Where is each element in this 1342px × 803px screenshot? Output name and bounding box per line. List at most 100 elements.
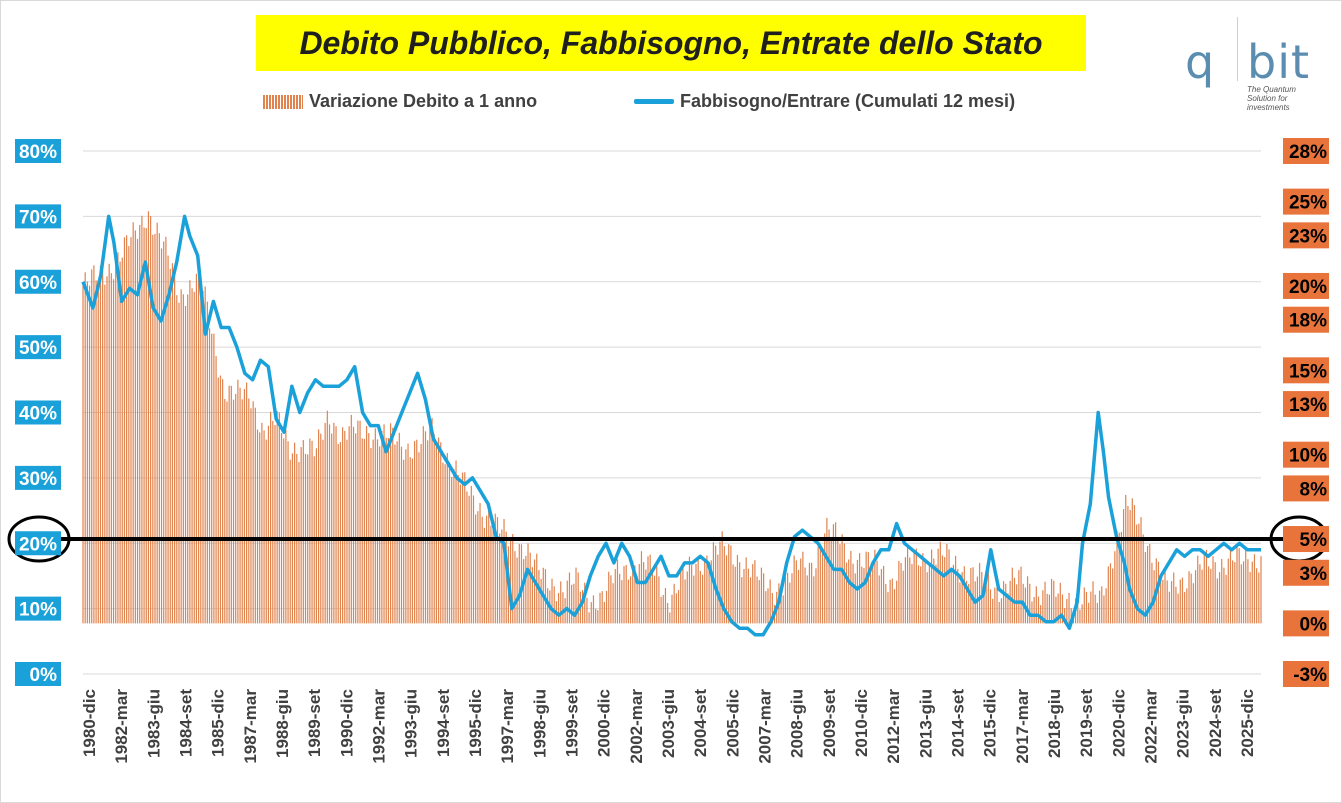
bar bbox=[1249, 571, 1251, 624]
bar bbox=[1094, 594, 1096, 624]
bar bbox=[1151, 562, 1153, 624]
bar bbox=[503, 519, 505, 624]
bar bbox=[978, 562, 981, 624]
bar bbox=[1251, 561, 1253, 624]
bar bbox=[492, 528, 494, 624]
bar bbox=[208, 328, 211, 624]
bar bbox=[557, 592, 560, 624]
bar bbox=[1136, 524, 1138, 624]
bar bbox=[309, 438, 311, 624]
bar bbox=[1009, 580, 1011, 624]
bar bbox=[909, 557, 911, 624]
bar bbox=[699, 570, 701, 624]
ytick-right-bg bbox=[1283, 357, 1329, 384]
bar bbox=[758, 580, 760, 624]
bar bbox=[435, 445, 437, 624]
bar bbox=[898, 561, 900, 624]
bar bbox=[614, 569, 616, 624]
bar bbox=[475, 514, 477, 624]
bar bbox=[651, 572, 653, 624]
bar bbox=[769, 579, 771, 624]
bar bbox=[372, 439, 374, 624]
xtick-label: 2024-set bbox=[1206, 689, 1225, 757]
bar bbox=[571, 584, 573, 624]
bar bbox=[924, 558, 926, 624]
bar bbox=[1031, 601, 1033, 624]
xtick-label: 2015-dic bbox=[981, 689, 1000, 757]
ytick-right-label: 20% bbox=[1289, 277, 1327, 298]
bar bbox=[455, 460, 457, 624]
bar bbox=[444, 464, 446, 624]
xtick-label: 1989-set bbox=[305, 689, 324, 757]
bar bbox=[566, 580, 568, 624]
bar bbox=[1160, 580, 1162, 624]
bar bbox=[996, 587, 998, 624]
bar bbox=[228, 385, 230, 624]
bar bbox=[691, 565, 693, 624]
bar bbox=[937, 548, 939, 624]
bar bbox=[1064, 608, 1066, 624]
bar bbox=[365, 425, 368, 624]
bar bbox=[1229, 548, 1232, 624]
bar bbox=[1144, 552, 1146, 624]
bar bbox=[165, 236, 167, 624]
legend-bar-swatch bbox=[263, 94, 303, 109]
xtick-label: 1999-set bbox=[563, 689, 582, 757]
bar bbox=[1070, 608, 1072, 624]
bar bbox=[913, 550, 915, 624]
bar bbox=[826, 517, 828, 624]
bar bbox=[350, 414, 352, 624]
xtick-label: 1992-mar bbox=[370, 689, 389, 764]
logo-bit: bit bbox=[1247, 35, 1311, 89]
bar bbox=[1168, 591, 1170, 624]
bar bbox=[311, 440, 313, 624]
bar bbox=[516, 557, 518, 624]
bar bbox=[590, 602, 592, 624]
bar bbox=[405, 449, 407, 624]
xtick-label: 2023-giu bbox=[1174, 689, 1193, 758]
bar bbox=[889, 579, 891, 624]
bar bbox=[1170, 581, 1173, 624]
bar bbox=[627, 579, 629, 624]
bar bbox=[361, 438, 363, 624]
xtick-label: 1983-giu bbox=[144, 689, 163, 758]
ytick-right-label: 5% bbox=[1300, 530, 1328, 551]
bar bbox=[344, 430, 346, 624]
bar bbox=[677, 590, 680, 624]
bar bbox=[128, 246, 130, 624]
bar bbox=[346, 439, 348, 624]
bar bbox=[256, 429, 259, 624]
bar bbox=[784, 576, 787, 624]
bar bbox=[1068, 592, 1070, 624]
bar bbox=[954, 555, 957, 624]
bar bbox=[198, 265, 200, 624]
bar bbox=[780, 595, 782, 624]
bar bbox=[817, 547, 819, 624]
bar bbox=[230, 385, 232, 624]
bar bbox=[581, 590, 584, 624]
bar bbox=[760, 567, 763, 624]
bar bbox=[400, 446, 403, 624]
bar bbox=[883, 565, 885, 624]
bar bbox=[1181, 577, 1184, 624]
ytick-right-bg bbox=[1283, 391, 1329, 418]
bar bbox=[1242, 561, 1245, 624]
ytick-right-bg bbox=[1283, 188, 1329, 215]
bar bbox=[601, 591, 603, 624]
bar bbox=[320, 433, 322, 624]
bar bbox=[867, 552, 869, 624]
bar bbox=[470, 485, 472, 624]
bar bbox=[1107, 566, 1109, 624]
bar bbox=[1005, 583, 1007, 624]
ytick-left-bg bbox=[15, 596, 61, 621]
bar bbox=[697, 556, 699, 624]
ytick-left-bg bbox=[15, 465, 61, 490]
bar bbox=[195, 273, 198, 624]
ytick-left-label: 0% bbox=[30, 665, 58, 686]
bar bbox=[595, 608, 597, 624]
bar bbox=[710, 560, 712, 624]
bar bbox=[902, 570, 904, 624]
bar bbox=[464, 472, 466, 624]
bar bbox=[396, 441, 398, 624]
bar bbox=[300, 447, 302, 624]
